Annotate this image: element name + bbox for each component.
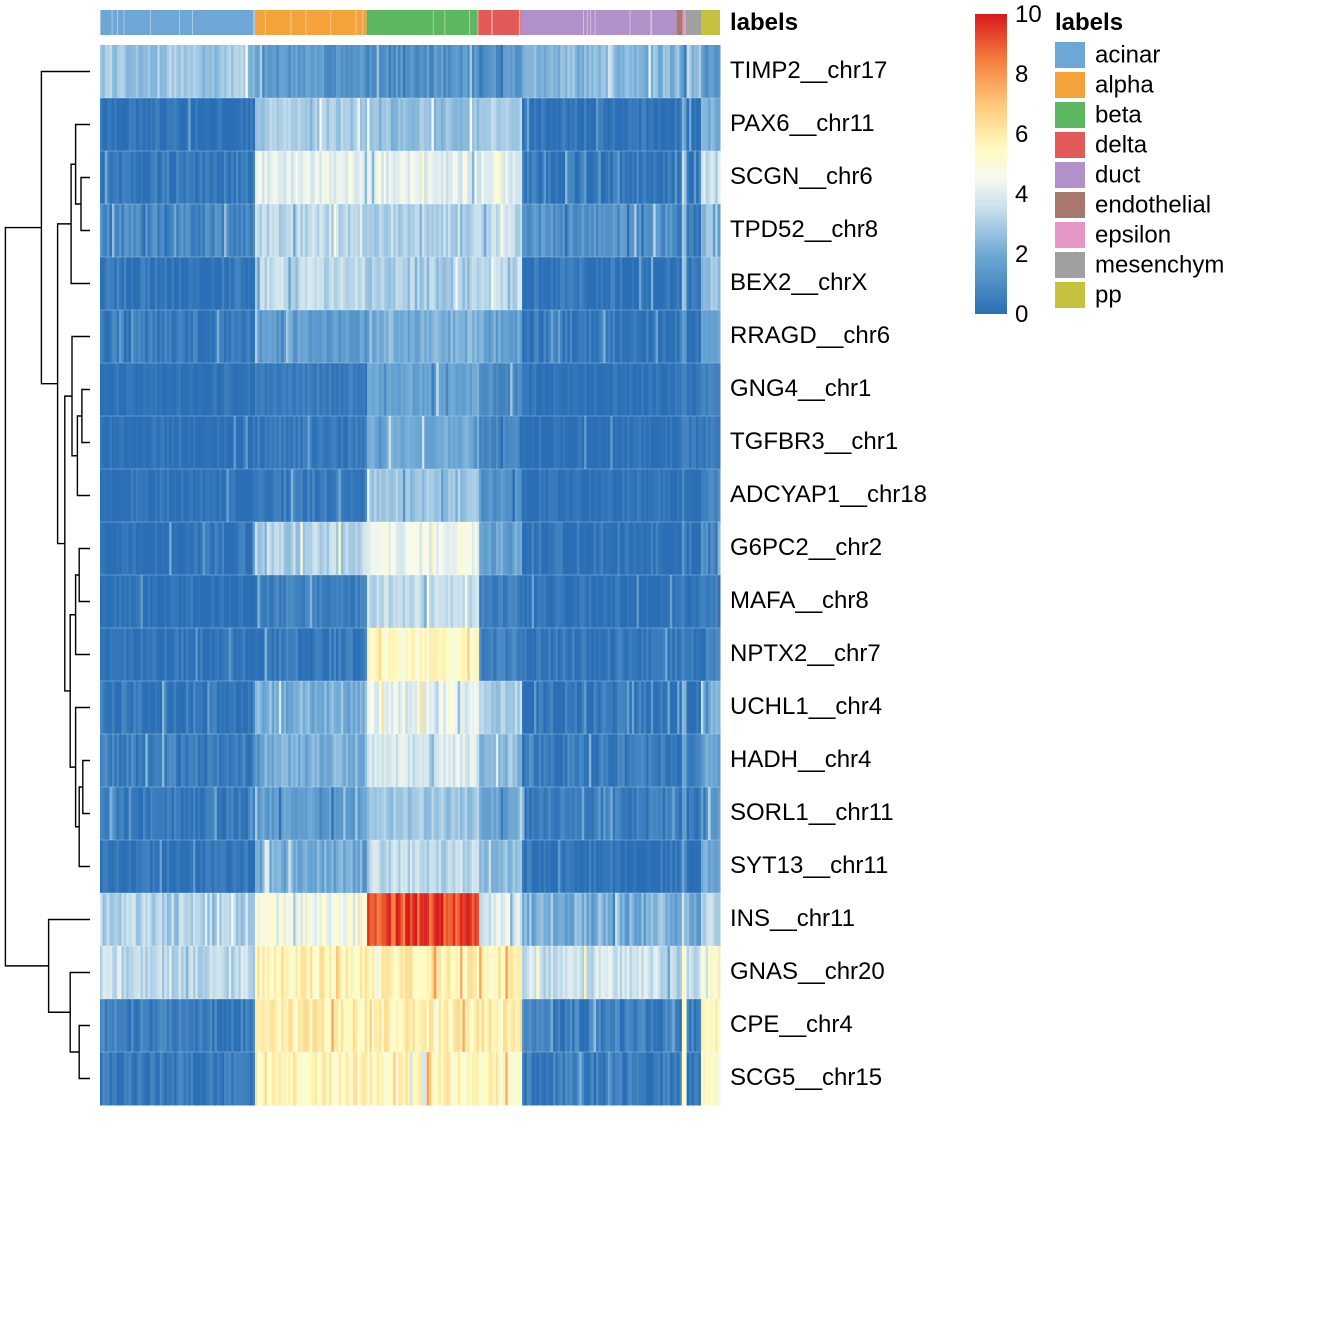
- legend-swatch: [1055, 102, 1085, 128]
- legend-title: labels: [1055, 9, 1123, 36]
- colorbar: 0 2 4 6 8 10: [975, 1, 1042, 328]
- legend-item-label: pp: [1095, 281, 1122, 308]
- legend-swatch: [1055, 162, 1085, 188]
- row-label: TGFBR3__chr1: [730, 428, 898, 455]
- colorbar-tick: 10: [1015, 1, 1042, 28]
- row-label: TPD52__chr8: [730, 216, 878, 243]
- annotation-title: labels: [730, 9, 798, 36]
- row-label: RRAGD__chr6: [730, 322, 890, 349]
- legend-item-label: delta: [1095, 131, 1148, 158]
- row-label: SCG5__chr15: [730, 1064, 882, 1091]
- heatmap-svg: labelsTIMP2__chr17PAX6__chr11SCGN__chr6T…: [0, 0, 1344, 1344]
- row-label: PAX6__chr11: [730, 110, 875, 137]
- row-label: MAFA__chr8: [730, 587, 869, 614]
- legend-swatch: [1055, 252, 1085, 278]
- legend-item-label: acinar: [1095, 41, 1160, 68]
- row-label: G6PC2__chr2: [730, 534, 882, 561]
- category-legend: labels acinar alpha beta delta duct endothelia…: [1055, 9, 1224, 308]
- colorbar-tick: 8: [1015, 61, 1028, 88]
- row-label: SCGN__chr6: [730, 163, 873, 190]
- colorbar-tick: 0: [1015, 301, 1028, 328]
- legend-item-label: mesenchym: [1095, 251, 1224, 278]
- row-label: HADH__chr4: [730, 746, 871, 773]
- colorbar-tick: 4: [1015, 181, 1028, 208]
- row-label: NPTX2__chr7: [730, 640, 881, 667]
- legend-item-label: duct: [1095, 161, 1141, 188]
- row-label: CPE__chr4: [730, 1011, 853, 1038]
- row-dendrogram: [5, 72, 90, 1079]
- column-annotation: [100, 10, 720, 35]
- legend-swatch: [1055, 222, 1085, 248]
- row-label: BEX2__chrX: [730, 269, 867, 296]
- row-label: GNAS__chr20: [730, 958, 885, 985]
- row-label: SYT13__chr11: [730, 852, 888, 879]
- row-label: GNG4__chr1: [730, 375, 871, 402]
- legend-swatch: [1055, 192, 1085, 218]
- legend-swatch: [1055, 72, 1085, 98]
- row-label: SORL1__chr11: [730, 799, 894, 826]
- row-labels: TIMP2__chr17 PAX6__chr11 SCGN__chr6 TPD52__…: [730, 57, 927, 1091]
- legend-swatch: [1055, 132, 1085, 158]
- legend-item-label: alpha: [1095, 71, 1154, 98]
- row-label: TIMP2__chr17: [730, 57, 887, 84]
- row-label: ADCYAP1__chr18: [730, 481, 927, 508]
- heatmap-body: [100, 45, 721, 1106]
- legend-item-label: endothelial: [1095, 191, 1211, 218]
- heatmap-figure: labelsTIMP2__chr17PAX6__chr11SCGN__chr6T…: [0, 0, 1344, 1344]
- legend-swatch: [1055, 42, 1085, 68]
- legend-swatch: [1055, 282, 1085, 308]
- legend-item-label: beta: [1095, 101, 1142, 128]
- legend-item-label: epsilon: [1095, 221, 1171, 248]
- row-label: UCHL1__chr4: [730, 693, 882, 720]
- row-label: INS__chr11: [730, 905, 855, 932]
- colorbar-tick: 2: [1015, 241, 1028, 268]
- colorbar-tick: 6: [1015, 121, 1028, 148]
